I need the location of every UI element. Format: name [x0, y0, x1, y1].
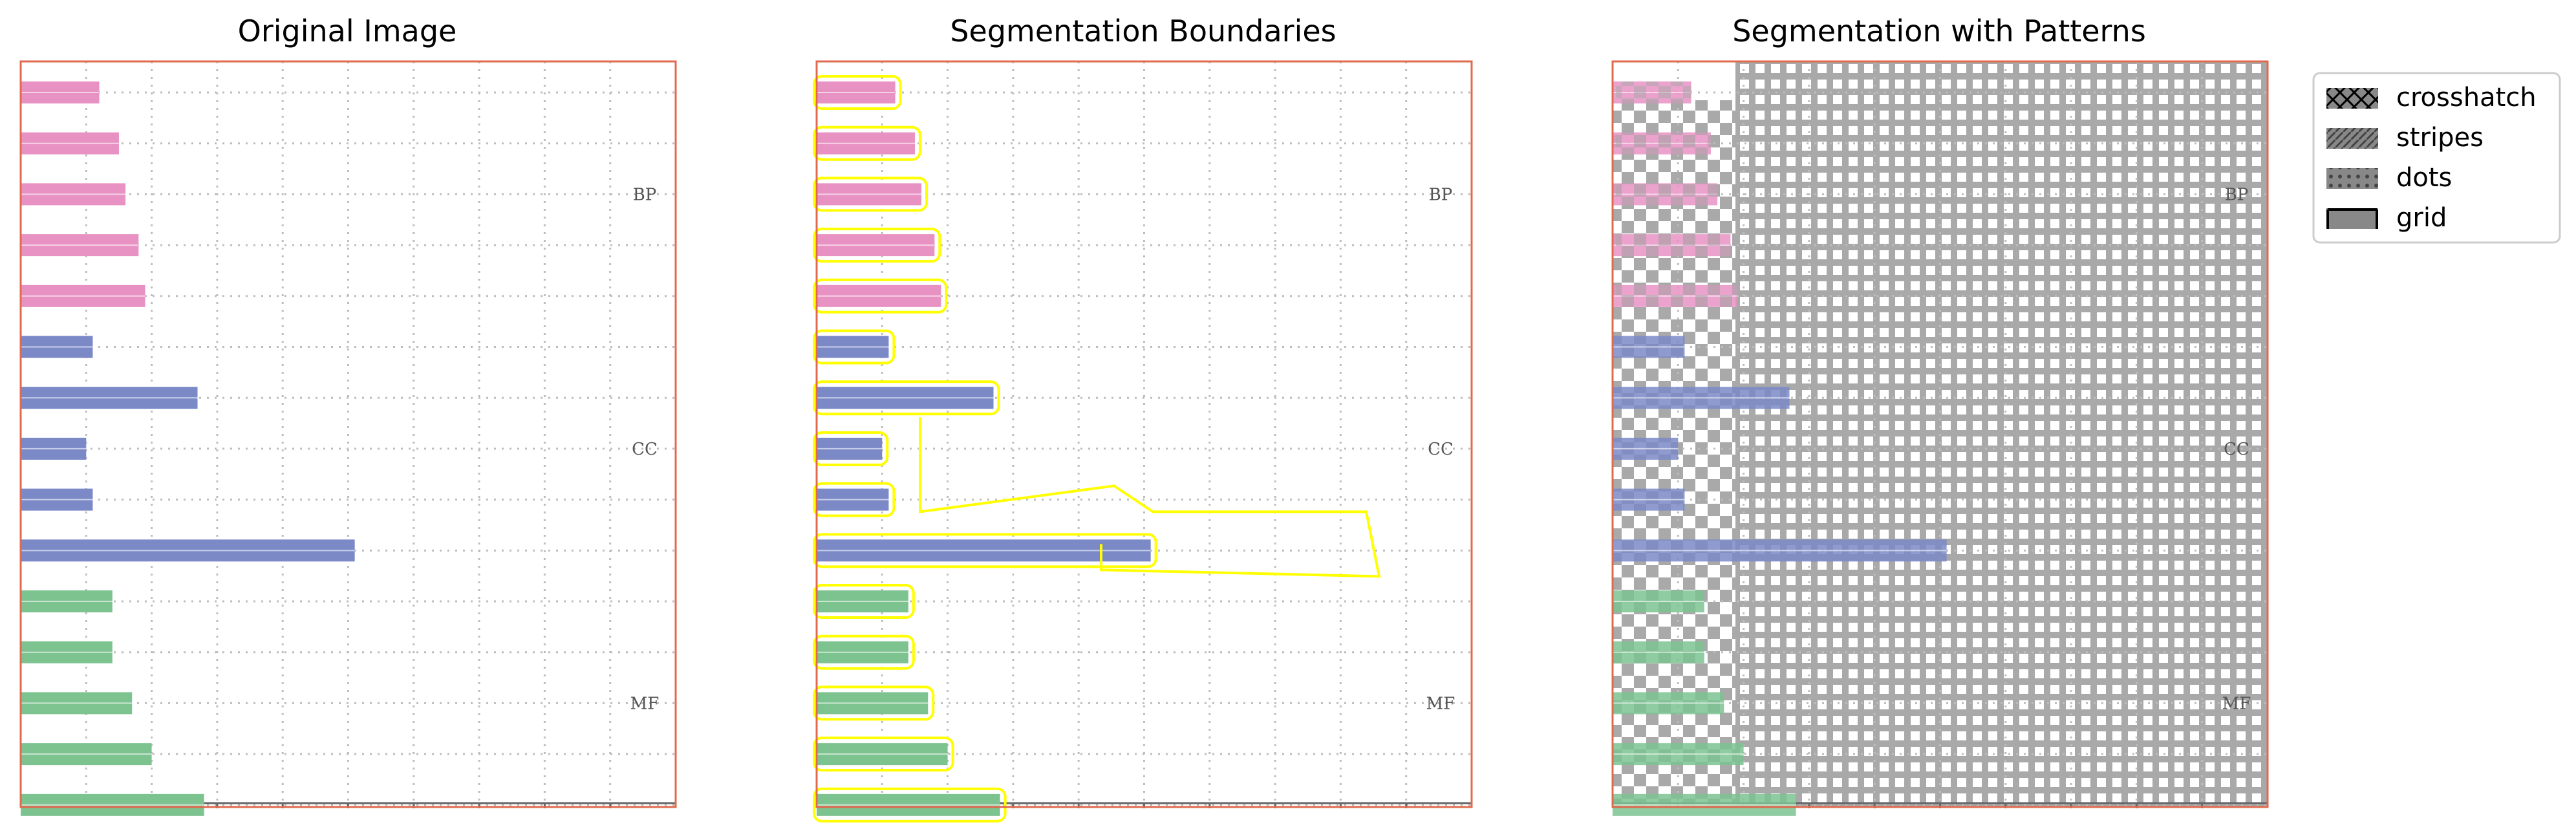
- bar-pattern-overlay: [1616, 81, 1691, 103]
- group-label-MF: MF: [1426, 694, 1455, 713]
- boundary-outline: [813, 482, 896, 517]
- group-label-BP: BP: [1429, 185, 1453, 204]
- group-labels: BP CC MF: [2222, 185, 2251, 713]
- boundary-outline: [813, 75, 902, 110]
- legend-label-stripes: stripes: [2396, 123, 2484, 153]
- boundary-outline: [813, 329, 896, 365]
- legend-label-crosshatch: crosshatch: [2396, 83, 2537, 113]
- legend-frame: [2312, 72, 2561, 244]
- group-labels: BP CC MF: [1426, 185, 1455, 713]
- boundary-outline: [813, 177, 928, 212]
- group-label-BP: BP: [633, 185, 657, 204]
- legend-swatch-stripes-pattern: [2326, 128, 2378, 149]
- plot-frame: [19, 60, 677, 808]
- boundary-outline: [813, 737, 954, 772]
- group-label-CC: CC: [632, 440, 658, 459]
- segmentation-boundaries: [813, 75, 1381, 823]
- legend-swatch-dots-pattern: [2326, 168, 2378, 189]
- grid-pattern-region: [1735, 61, 2268, 807]
- boundary-outline: [813, 584, 915, 619]
- panel-segmentation-patterns: BP CC MF: [1611, 60, 2269, 816]
- boundary-outline: [813, 125, 921, 161]
- group-label-MF: MF: [630, 694, 660, 713]
- bars: [817, 81, 1151, 816]
- group-label-CC: CC: [1428, 440, 1454, 459]
- boundary-outline: [813, 533, 1157, 568]
- panel-title-boundaries: Segmentation Boundaries: [950, 14, 1336, 48]
- boundary-outline: [813, 431, 889, 466]
- plot-frame: [815, 60, 1473, 808]
- boundary-outline: [813, 634, 915, 670]
- bars: [21, 81, 355, 816]
- boundary-outline: [813, 685, 935, 721]
- bars: [1613, 81, 1947, 816]
- panel-original-image: BP CC MF: [19, 60, 677, 816]
- boundary-outline: [813, 787, 1007, 823]
- legend: crosshatch stripes dots grid: [2312, 72, 2561, 244]
- boundary-outline: [813, 228, 941, 263]
- boundary-outline: [813, 380, 1000, 416]
- legend-swatch-grid: [2326, 208, 2378, 229]
- bar-pattern-overlay: [1616, 285, 1737, 307]
- legend-swatch-crosshatch-pattern: [2326, 88, 2378, 109]
- group-label-CC: CC: [2224, 440, 2249, 459]
- legend-swatch-grid-lines: [2326, 208, 2378, 229]
- panel-title-patterns: Segmentation with Patterns: [1732, 14, 2146, 48]
- group-labels: BP CC MF: [630, 185, 660, 713]
- legend-label-grid: grid: [2396, 203, 2447, 233]
- boundary-outline: [813, 278, 948, 314]
- panel-title-original: Original Image: [238, 14, 457, 48]
- legend-label-dots: dots: [2396, 163, 2452, 193]
- bar-pattern-overlay: [1616, 132, 1711, 155]
- bar-pattern-overlay: [1616, 183, 1718, 206]
- group-label-MF: MF: [2222, 694, 2251, 713]
- plot-frame: [1611, 60, 2269, 808]
- bar-pattern-overlay: [1616, 234, 1731, 257]
- panel-segmentation-boundaries: BP CC MF: [813, 60, 1473, 823]
- boundary-region: [919, 417, 1381, 578]
- group-label-BP: BP: [2225, 185, 2249, 204]
